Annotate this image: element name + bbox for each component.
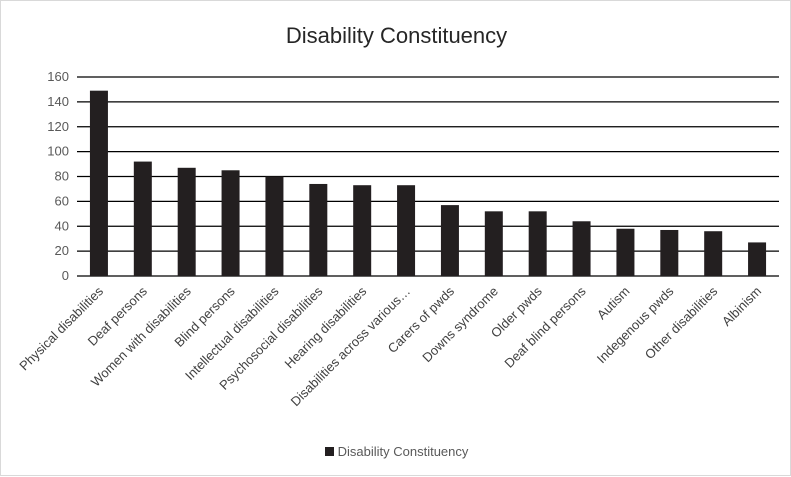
bar — [616, 228, 635, 276]
bar — [660, 229, 679, 276]
x-tick-label: Autism — [594, 284, 633, 323]
x-tick-label: Hearing disabilities — [282, 283, 370, 371]
bar — [177, 167, 196, 276]
bar — [484, 211, 503, 276]
x-tick-label: Albinism — [719, 284, 764, 329]
bar — [440, 205, 459, 276]
bar — [353, 185, 372, 276]
bar — [221, 170, 240, 276]
y-tick-label: 160 — [47, 69, 69, 84]
x-tick-label: Downs syndrome — [419, 284, 501, 366]
y-tick-label: 0 — [62, 268, 69, 283]
y-tick-label: 140 — [47, 94, 69, 109]
bar — [133, 161, 152, 276]
bar — [397, 185, 416, 276]
y-tick-label: 80 — [55, 169, 69, 184]
x-tick-label: Physical disabilities — [16, 283, 106, 373]
x-tick-label: Deaf blind persons — [501, 283, 589, 371]
bar — [528, 211, 547, 276]
bar — [89, 90, 108, 277]
y-tick-label: 40 — [55, 218, 69, 233]
legend: Disability Constituency — [1, 444, 791, 459]
legend-swatch — [324, 447, 334, 457]
y-tick-label: 60 — [55, 193, 69, 208]
y-tick-label: 100 — [47, 144, 69, 159]
bar — [572, 221, 591, 276]
bar — [309, 183, 328, 276]
legend-label: Disability Constituency — [337, 444, 469, 459]
bar — [265, 176, 284, 276]
bar — [748, 242, 767, 276]
x-tick-label: Indegenous pwds — [594, 283, 677, 366]
bar — [704, 231, 723, 276]
y-tick-label: 20 — [55, 243, 69, 258]
chart-title: Disability Constituency — [285, 23, 508, 48]
y-tick-label: 120 — [47, 119, 69, 134]
